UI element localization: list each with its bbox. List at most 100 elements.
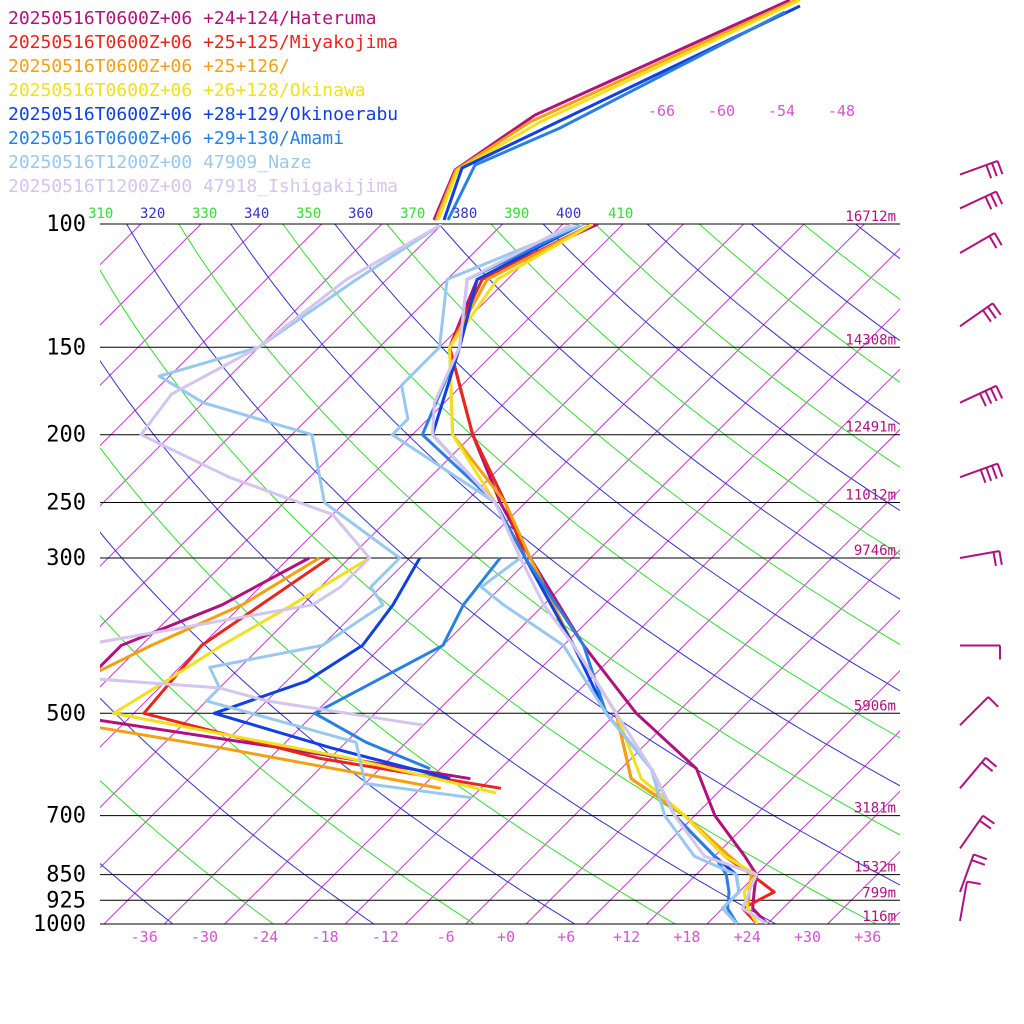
height-label: 14308m (845, 332, 896, 348)
legend-entry: 20250516T0600Z+06 +24+124/Hateruma (8, 8, 376, 29)
height-label: 5906m (854, 698, 896, 714)
height-label: 16712m (845, 209, 896, 225)
wind-barb-flag (982, 814, 995, 825)
isotherm-line (100, 224, 564, 688)
series-0-dewpoint-line (100, 556, 471, 781)
wind-barb-flag (985, 756, 998, 768)
theta-label: 350 (296, 206, 321, 222)
isotherm-line (1009, 224, 1024, 924)
series-7-temperature-line (431, 224, 769, 924)
isotherm-line (284, 308, 900, 924)
isotherm-line (465, 489, 900, 924)
pressure-label: 200 (46, 423, 86, 448)
theta-label: 360 (348, 206, 373, 222)
height-label: 11012m (845, 488, 896, 504)
legend-entry: 20250516T0600Z+06 +25+126/ (8, 56, 290, 77)
pressure-label: 700 (46, 804, 86, 829)
dry-adiabat-line (542, 224, 900, 512)
isotherm-line (405, 428, 900, 924)
isotherm-line (344, 368, 900, 924)
theta-label: 400 (556, 206, 581, 222)
height-label: 3181m (854, 801, 896, 817)
theta-label: 320 (140, 206, 165, 222)
isotherm-line (100, 224, 202, 326)
isotherm-line (0, 224, 20, 924)
dry-adiabat-line (698, 224, 900, 383)
upper-trace (434, 0, 797, 221)
dry-adiabat-line (126, 224, 900, 886)
theta-label: 380 (452, 206, 477, 222)
temperature-tick: +12 (613, 928, 640, 946)
upper-trace (432, 0, 791, 221)
wind-barb (959, 881, 968, 922)
wind-barb-flag (979, 392, 987, 407)
wind-barb-flag (985, 164, 993, 179)
temperature-tick: -6 (437, 928, 455, 946)
wind-barb (959, 232, 996, 254)
wind-barb-flag (995, 191, 1004, 205)
dry-adiabat-line (230, 224, 900, 787)
series-5-dewpoint-line (313, 557, 502, 771)
wind-barb-flag (989, 193, 998, 208)
legend-entry: 20250516T0600Z+06 +28+129/Okinoerabu (8, 104, 398, 125)
isotherm-line (827, 850, 900, 924)
dry-adiabat-line (646, 224, 900, 426)
pressure-label: 925 (46, 888, 86, 913)
wind-barb (959, 815, 984, 850)
dry-adiabat-line (855, 224, 900, 260)
isotherm-label: -48 (828, 102, 855, 120)
wind-barb-flag (988, 235, 998, 249)
isotherm-line (100, 224, 745, 869)
pressure-label: 300 (46, 546, 86, 571)
isotherm-line (224, 247, 900, 924)
dry-adiabat-line (386, 224, 900, 646)
wind-barb-flag (989, 387, 998, 402)
dry-adiabat-line (802, 224, 900, 301)
legend-entry: 20250516T1200Z+00 47918_Ishigakijima (8, 176, 398, 197)
wind-barb (959, 384, 997, 404)
temperature-tick: -12 (372, 928, 399, 946)
theta-label: 410 (608, 206, 633, 222)
wind-barb (959, 757, 987, 789)
series-6-dewpoint-line (157, 224, 472, 800)
isotherm-line (100, 224, 684, 809)
dry-adiabat-line (594, 224, 900, 468)
pressure-label: 100 (46, 212, 86, 237)
legend-entry: 20250516T0600Z+06 +26+128/Okinawa (8, 80, 366, 101)
wind-barb-flag (993, 232, 1003, 246)
upper-trace (436, 0, 801, 221)
legend-entry: 20250516T0600Z+06 +25+125/Miyakojima (8, 32, 398, 53)
series-3-dewpoint-line (112, 556, 497, 795)
wind-barb-flag (991, 465, 998, 480)
isotherm-label: -54 (768, 102, 795, 120)
pressure-label: 1000 (33, 912, 86, 937)
isotherm-line (103, 224, 805, 924)
wind-barb-flag (978, 819, 992, 830)
wind-barb-flag (998, 550, 1003, 565)
wind-barb-flag (979, 469, 987, 484)
wind-barb-flag (984, 390, 993, 404)
temperature-tick: +30 (794, 928, 821, 946)
pressure-label: 250 (46, 491, 86, 516)
isotherm-line (586, 609, 900, 924)
wind-barb-flag (981, 761, 994, 773)
isotherm-label: -60 (708, 102, 735, 120)
wind-barb-flag (987, 696, 999, 708)
temperature-tick: -36 (131, 928, 158, 946)
temperature-tick: +0 (497, 928, 515, 946)
pressure-label: 500 (46, 701, 86, 726)
temperature-tick: +18 (673, 928, 700, 946)
theta-label: 330 (192, 206, 217, 222)
isotherm-line (706, 730, 900, 924)
temperature-tick: -18 (312, 928, 339, 946)
dry-adiabat-line (100, 862, 174, 924)
theta-label: 310 (88, 206, 113, 222)
legend-entry: 20250516T1200Z+00 47909_Naze (8, 152, 311, 173)
height-label: 799m (862, 885, 896, 901)
temperature-tick: +6 (557, 928, 575, 946)
wind-barb-flag (971, 859, 986, 866)
temperature-tick: +24 (734, 928, 761, 946)
series-7-dewpoint-line (100, 224, 443, 727)
isotherm-line (100, 224, 443, 567)
